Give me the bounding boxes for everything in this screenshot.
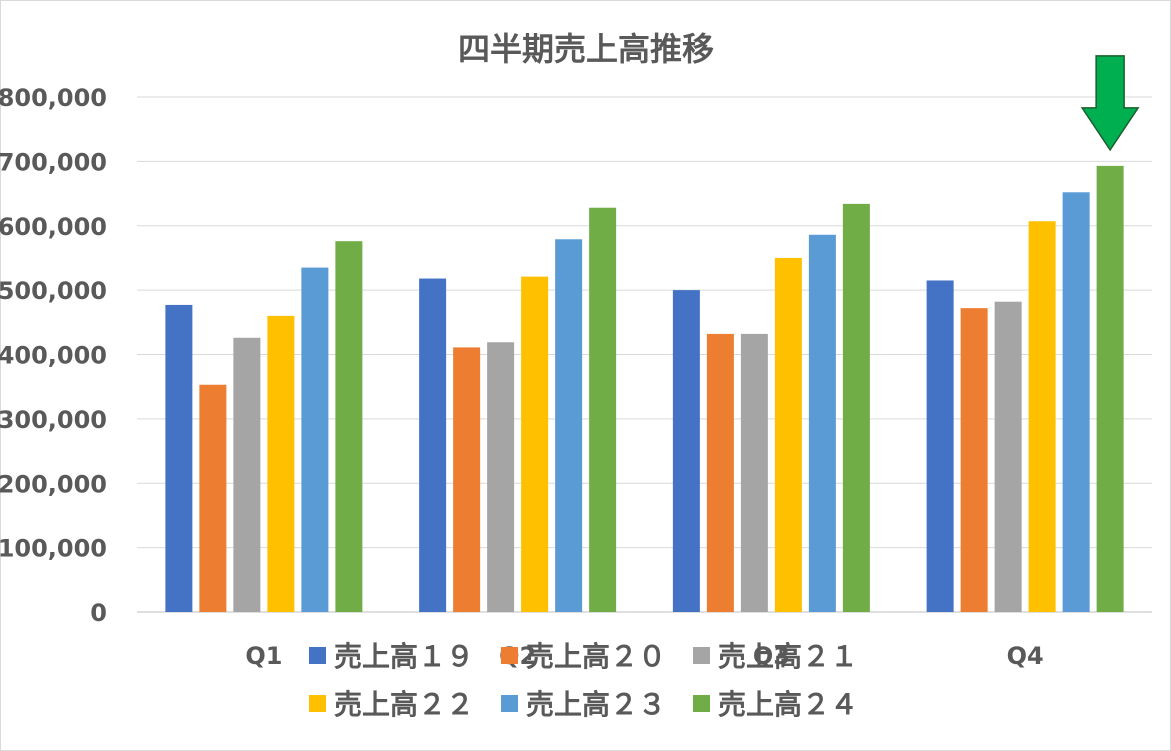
- bar: [842, 203, 870, 613]
- annotations: [1080, 55, 1140, 152]
- bar: [199, 384, 227, 612]
- legend-label: 売上高２１: [718, 640, 858, 673]
- bar: [335, 241, 363, 612]
- legend-label: 売上高２２: [334, 688, 474, 721]
- legend-label: 売上高１９: [334, 640, 474, 673]
- legend-swatch: [309, 695, 326, 712]
- y-tick-label: 0: [90, 599, 107, 627]
- legend-label: 売上高２０: [526, 640, 666, 673]
- bar: [453, 347, 481, 612]
- bar: [1062, 192, 1090, 612]
- down-arrow-icon: [1080, 55, 1140, 152]
- bar: [808, 234, 836, 612]
- bar: [994, 301, 1022, 612]
- y-tick-label: 700,000: [0, 148, 107, 176]
- bar: [706, 333, 734, 612]
- legend-label: 売上高２３: [526, 688, 666, 721]
- x-tick-label: Q3: [753, 642, 790, 670]
- x-tick-label: Q1: [245, 642, 282, 670]
- legend-swatch: [501, 695, 518, 712]
- bar: [589, 207, 617, 612]
- y-tick-label: 800,000: [0, 84, 107, 112]
- chart-title: 四半期売上高推移: [458, 30, 714, 68]
- legend-swatch: [309, 647, 326, 664]
- bar: [960, 308, 988, 612]
- legend-swatch: [693, 647, 710, 664]
- bar: [1028, 221, 1056, 612]
- bar: [555, 239, 583, 613]
- bar: [419, 278, 447, 612]
- bar: [521, 276, 549, 612]
- bar: [487, 342, 515, 612]
- bar: [267, 315, 295, 612]
- legend-swatch: [693, 695, 710, 712]
- y-tick-label: 200,000: [0, 470, 107, 498]
- bar: [672, 290, 700, 612]
- x-tick-label: Q4: [1007, 642, 1044, 670]
- bar: [301, 267, 329, 612]
- bar: [926, 280, 954, 612]
- bar: [774, 257, 802, 612]
- y-axis-tick-labels: 0 100,000 200,000 300,000 400,000 500,000 600,…: [0, 84, 107, 627]
- bars: [165, 165, 1124, 613]
- y-tick-label: 600,000: [0, 213, 107, 241]
- bar: [740, 333, 768, 612]
- bar: [165, 304, 193, 612]
- y-tick-label: 100,000: [0, 535, 107, 563]
- y-tick-label: 500,000: [0, 277, 107, 305]
- legend: 売上高１９ 売上高２０ 売上高２１ 売上高２２ 売上高２３ 売上高２４: [309, 640, 858, 721]
- bar: [233, 337, 261, 612]
- legend-swatch: [501, 647, 518, 664]
- bar: [1096, 165, 1124, 612]
- y-tick-label: 400,000: [0, 342, 107, 370]
- legend-label: 売上高２４: [718, 688, 858, 721]
- y-tick-label: 300,000: [0, 406, 107, 434]
